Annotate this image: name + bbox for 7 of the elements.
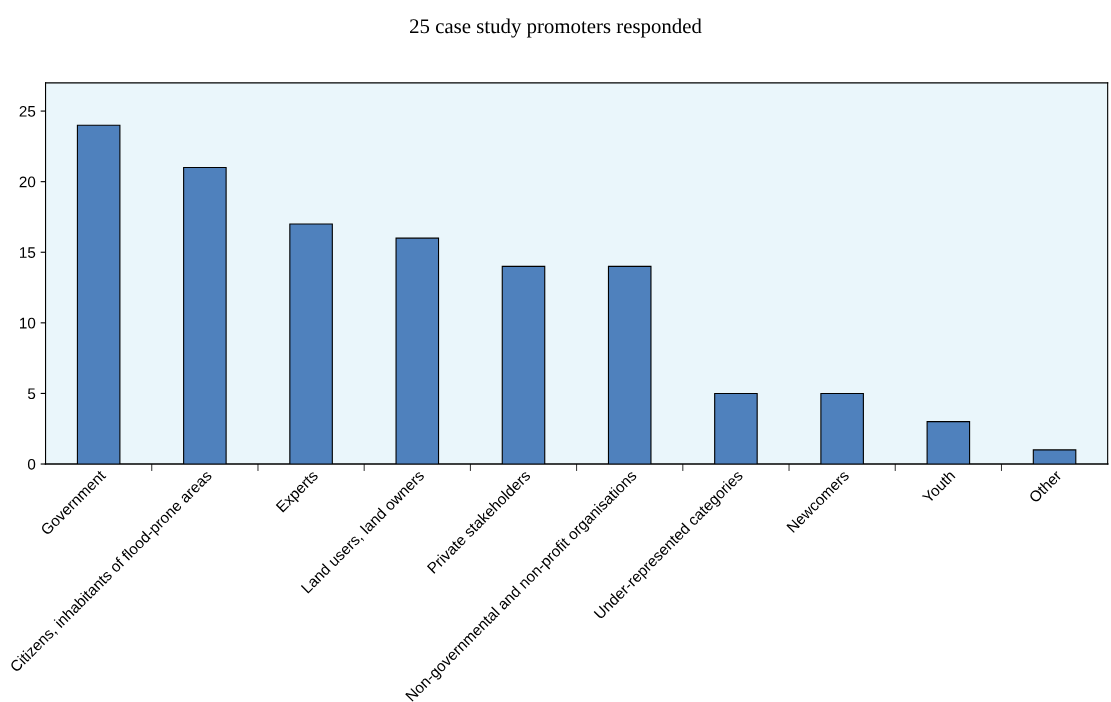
y-tick-label: 10 — [20, 317, 36, 329]
y-tick-label: 0 — [27, 458, 36, 470]
y-tick-label: 25 — [19, 105, 36, 117]
chart-title: 25 case study promoters responded — [410, 18, 702, 38]
y-tick-label: 20 — [19, 176, 36, 188]
y-tick-label: 15 — [20, 247, 36, 258]
y-tick-label: 5 — [27, 388, 36, 400]
